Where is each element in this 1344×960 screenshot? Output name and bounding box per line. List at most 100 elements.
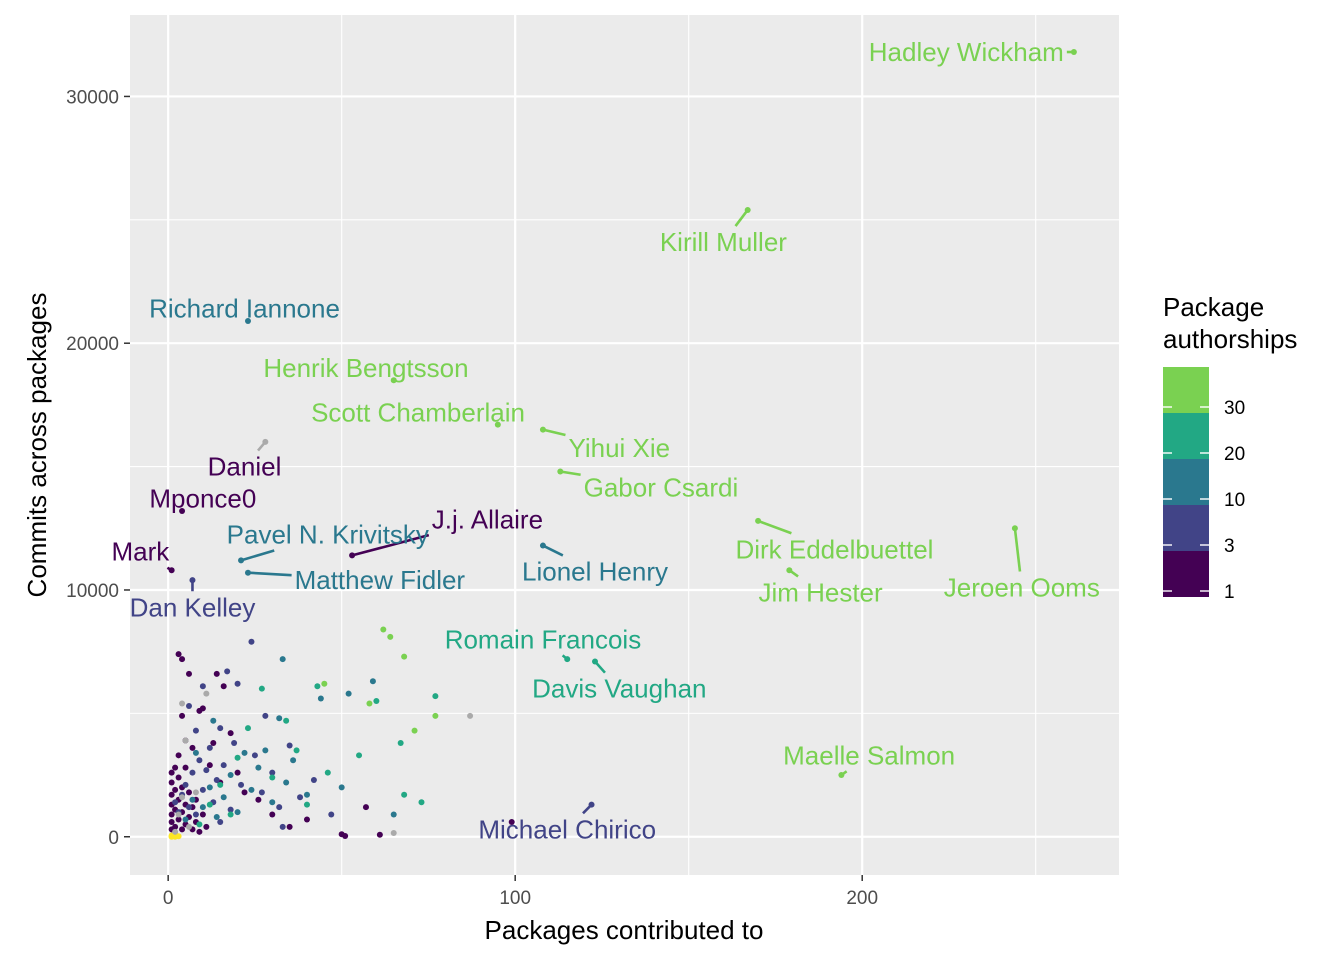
data-point [172, 828, 179, 835]
data-point [185, 789, 192, 796]
data-point [390, 830, 397, 837]
data-point [192, 749, 199, 756]
data-point [168, 779, 175, 786]
point-label: Kirill Muller [660, 227, 787, 257]
data-point [213, 776, 220, 783]
data-point [269, 799, 276, 806]
data-point [172, 786, 179, 793]
labeled-data-point [588, 801, 595, 808]
data-point [290, 757, 297, 764]
point-label: Hadley Wickham [869, 37, 1064, 67]
legend-color-swatch [1163, 367, 1209, 413]
data-point [432, 693, 439, 700]
data-point [279, 823, 286, 830]
data-point [168, 791, 175, 798]
data-point [206, 801, 213, 808]
data-point [303, 816, 310, 823]
grid-major [130, 15, 1119, 875]
labeled-data-point [1070, 49, 1077, 56]
data-point [185, 702, 192, 709]
data-point [203, 767, 210, 774]
y-tick-label: 30000 [66, 87, 119, 108]
legend-title-line-1: Package [1163, 292, 1264, 322]
data-point [168, 833, 175, 840]
data-point [283, 779, 290, 786]
labeled-data-point [786, 567, 793, 574]
labeled-data-point [744, 206, 751, 213]
data-point [297, 794, 304, 801]
data-point [293, 747, 300, 754]
data-point [234, 680, 241, 687]
labeled-data-point [564, 656, 571, 663]
point-label: Jeroen Ooms [944, 573, 1100, 603]
point-label: Lionel Henry [522, 556, 668, 586]
data-point [366, 700, 373, 707]
data-point [217, 818, 224, 825]
data-point [286, 742, 293, 749]
data-point [182, 816, 189, 823]
data-point [168, 818, 175, 825]
data-point [432, 712, 439, 719]
data-point [508, 818, 515, 825]
data-point [401, 653, 408, 660]
data-point [203, 690, 210, 697]
data-point [411, 727, 418, 734]
point-label: Mark [112, 537, 171, 567]
data-point [206, 762, 213, 769]
data-point [227, 772, 234, 779]
data-point [373, 698, 380, 705]
data-point [310, 776, 317, 783]
data-point [234, 769, 241, 776]
labeled-data-point [168, 567, 175, 574]
data-point [203, 823, 210, 830]
data-point [179, 656, 186, 663]
grid-minor [130, 15, 1119, 875]
data-point [234, 754, 241, 761]
data-point [220, 683, 227, 690]
data-point [234, 809, 241, 816]
background-points [168, 626, 515, 840]
point-label: Daniel [208, 452, 282, 482]
point-label: J.j. Allaire [432, 505, 543, 535]
data-point [255, 764, 262, 771]
data-point [199, 786, 206, 793]
data-point [276, 715, 283, 722]
y-axis-title: Commits across packages [22, 293, 52, 598]
data-point [175, 811, 182, 818]
data-point [206, 784, 213, 791]
labeled-data-point [262, 438, 269, 445]
data-point [217, 725, 224, 732]
data-point [196, 828, 203, 835]
data-point [206, 744, 213, 751]
data-point [303, 791, 310, 798]
labeled-data-point [179, 508, 186, 515]
y-tick-label: 10000 [66, 581, 119, 602]
labeled-points [168, 49, 1077, 808]
data-point [324, 769, 331, 776]
data-point [189, 769, 196, 776]
point-label: Yihui Xie [568, 433, 670, 463]
data-point [196, 757, 203, 764]
labeled-data-point [189, 577, 196, 584]
labeled-data-point [838, 772, 845, 779]
data-point [248, 638, 255, 645]
data-point [376, 831, 383, 838]
data-point [338, 784, 345, 791]
data-point [241, 789, 248, 796]
data-point [279, 656, 286, 663]
labeled-data-point [557, 468, 564, 475]
data-point [258, 685, 265, 692]
data-point [182, 781, 189, 788]
label-segment [351, 533, 430, 557]
label-segment [757, 519, 792, 535]
data-point [328, 811, 335, 818]
labeled-data-point [349, 552, 356, 559]
label-segment [1013, 528, 1022, 572]
label-segment [734, 209, 749, 227]
data-point [269, 811, 276, 818]
data-point [227, 806, 234, 813]
data-point [175, 651, 182, 658]
data-point [196, 821, 203, 828]
data-point [342, 833, 349, 840]
data-point [179, 794, 186, 801]
